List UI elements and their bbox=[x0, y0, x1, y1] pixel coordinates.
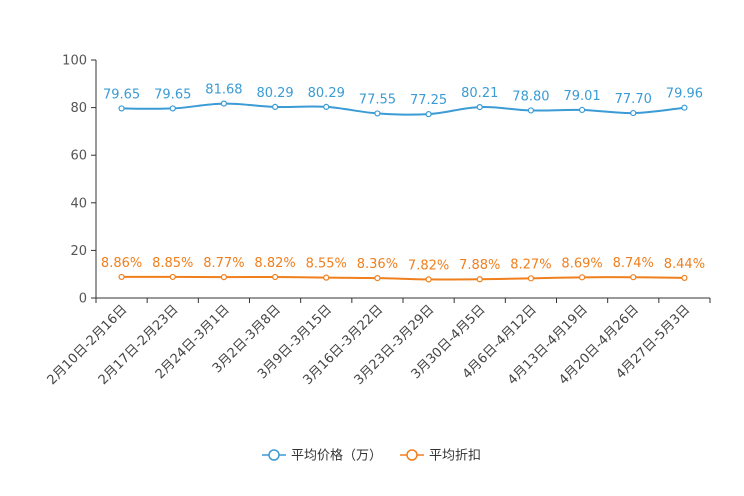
series-line bbox=[121, 102, 685, 116]
legend-marker-icon bbox=[268, 449, 280, 461]
data-label: 8.36% bbox=[357, 257, 398, 272]
series-layer: 79.65 79.65 81.68 80.29 80.29 77.55 77.25 80.21… bbox=[101, 83, 705, 283]
data-label: 81.68 bbox=[205, 83, 242, 98]
data-point[interactable] bbox=[476, 104, 483, 111]
data-label: 8.77% bbox=[203, 256, 244, 271]
data-point[interactable] bbox=[118, 105, 125, 112]
data-label: 80.21 bbox=[461, 86, 498, 101]
data-point[interactable] bbox=[374, 110, 381, 117]
series-0: 79.65 79.65 81.68 80.29 80.29 77.55 77.25 80.21… bbox=[103, 83, 703, 118]
data-point[interactable] bbox=[323, 103, 330, 111]
data-label: 79.96 bbox=[666, 87, 703, 102]
data-label: 8.82% bbox=[254, 256, 295, 271]
y-tick-label: 100 bbox=[62, 54, 87, 69]
data-label: 79.65 bbox=[154, 87, 191, 102]
legend-label: 平均折扣 bbox=[429, 449, 481, 464]
data-label: 8.55% bbox=[306, 257, 347, 272]
data-label: 8.86% bbox=[101, 256, 142, 271]
data-point[interactable] bbox=[323, 274, 330, 281]
data-label: 78.80 bbox=[512, 89, 549, 104]
y-tick-label: 0 bbox=[79, 292, 87, 307]
data-point[interactable] bbox=[169, 273, 176, 281]
y-tick-label: 60 bbox=[70, 149, 87, 164]
data-point[interactable] bbox=[271, 103, 279, 111]
series-line bbox=[121, 275, 685, 281]
data-label: 8.85% bbox=[152, 256, 193, 271]
y-tick-label: 20 bbox=[70, 244, 87, 259]
data-label: 8.44% bbox=[664, 257, 705, 272]
data-label: 77.55 bbox=[359, 92, 396, 107]
data-point[interactable] bbox=[118, 273, 125, 281]
data-label: 8.69% bbox=[561, 256, 602, 271]
data-point[interactable] bbox=[681, 104, 688, 111]
data-label: 79.01 bbox=[563, 89, 600, 104]
data-point[interactable] bbox=[630, 274, 637, 281]
data-label: 8.27% bbox=[510, 257, 551, 272]
legend[interactable]: 平均价格（万） 平均折扣 bbox=[262, 448, 481, 464]
data-point[interactable] bbox=[374, 275, 381, 282]
legend-label: 平均价格（万） bbox=[291, 448, 382, 464]
data-label: 8.74% bbox=[613, 256, 654, 271]
data-point[interactable] bbox=[527, 275, 535, 282]
legend-item-0[interactable]: 平均价格（万） bbox=[262, 448, 382, 464]
y-tick-label: 80 bbox=[70, 101, 87, 116]
data-label: 77.70 bbox=[615, 92, 652, 107]
legend-item-1[interactable]: 平均折扣 bbox=[400, 449, 481, 464]
legend-marker-icon bbox=[406, 449, 418, 461]
data-label: 80.29 bbox=[308, 86, 345, 101]
data-point[interactable] bbox=[169, 105, 176, 112]
data-label: 79.65 bbox=[103, 87, 140, 102]
series-1: 8.86% 8.85% 8.77% 8.82% 8.55% 8.36% 7.82% 7.88%… bbox=[101, 256, 705, 283]
data-point[interactable] bbox=[220, 100, 228, 107]
data-point[interactable] bbox=[220, 274, 228, 281]
data-label: 7.88% bbox=[459, 258, 500, 273]
data-point[interactable] bbox=[271, 273, 279, 281]
data-point[interactable] bbox=[425, 111, 432, 118]
data-label: 80.29 bbox=[256, 86, 293, 101]
data-point[interactable] bbox=[578, 106, 586, 114]
data-point[interactable] bbox=[681, 274, 688, 282]
data-point[interactable] bbox=[425, 276, 432, 283]
data-label: 7.82% bbox=[408, 258, 449, 273]
data-label: 77.25 bbox=[410, 93, 447, 108]
y-tick-label: 40 bbox=[70, 196, 87, 211]
data-point[interactable] bbox=[476, 276, 483, 283]
data-point[interactable] bbox=[630, 109, 637, 117]
data-point[interactable] bbox=[578, 274, 586, 281]
data-point[interactable] bbox=[527, 107, 535, 114]
